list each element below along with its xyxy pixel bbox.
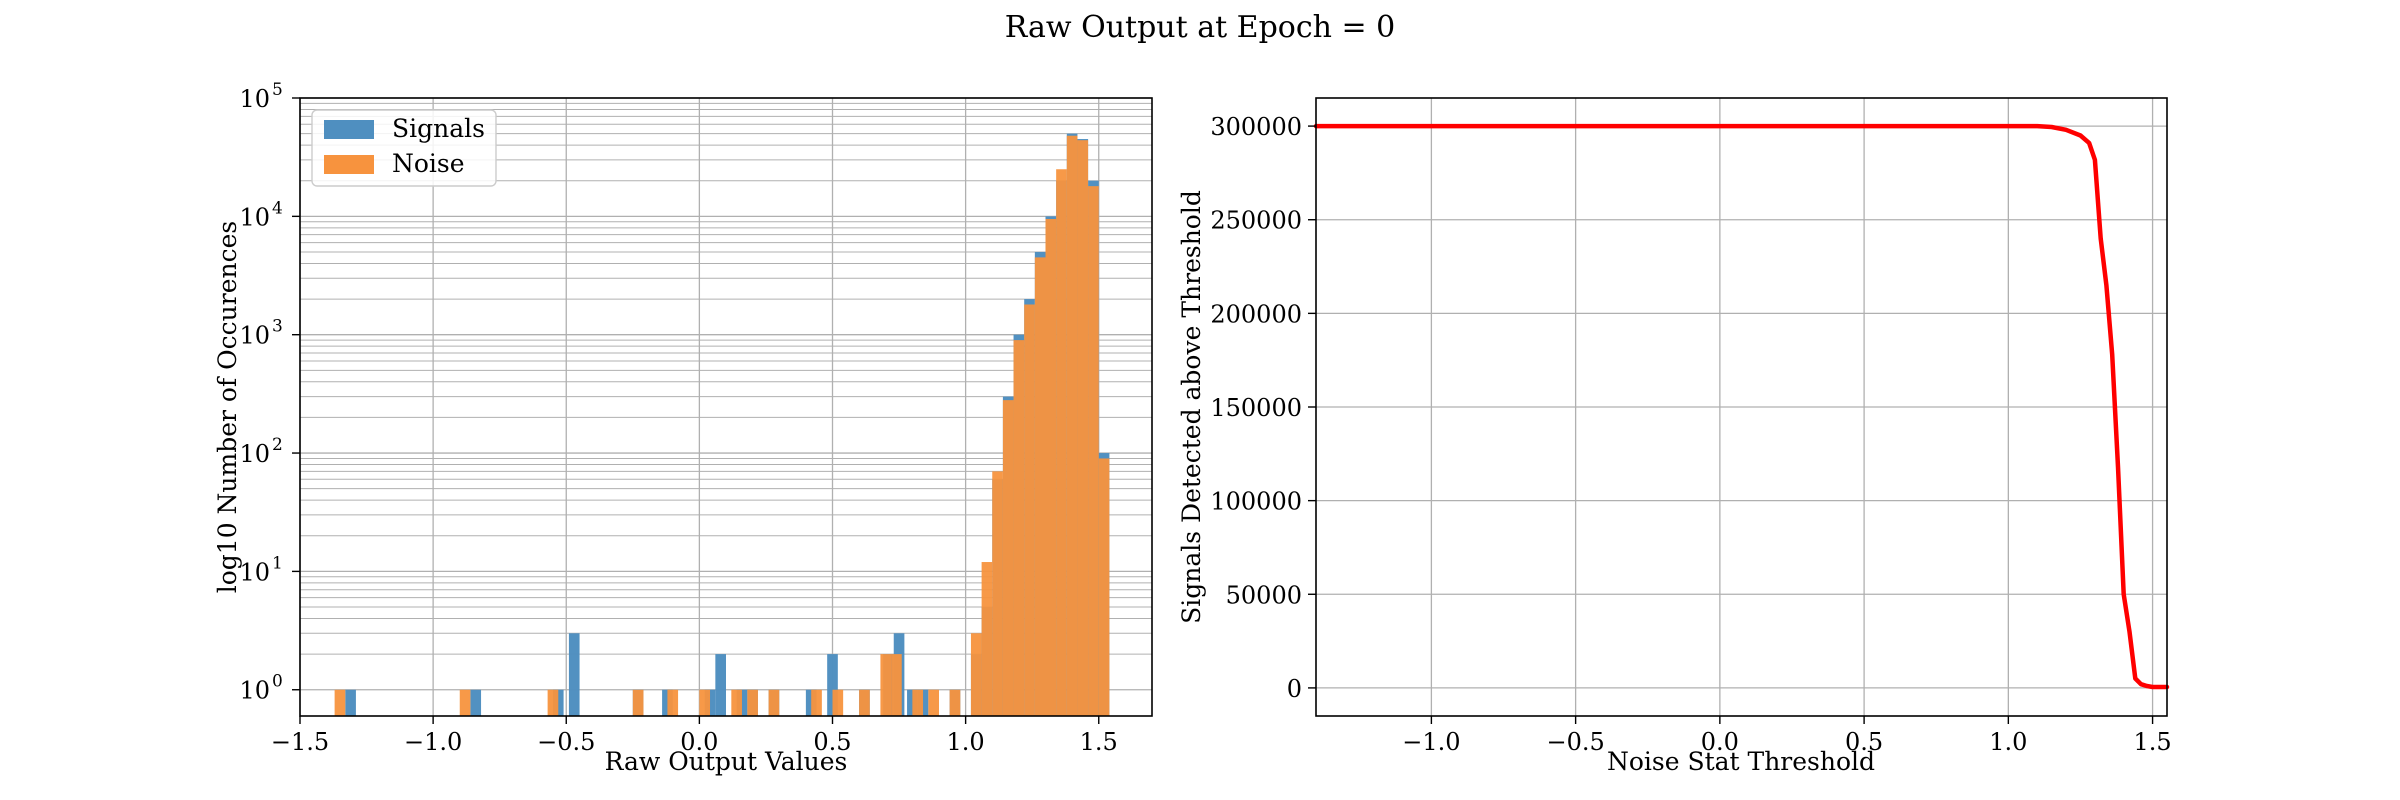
histogram-x-axis-label: Raw Output Values	[605, 747, 848, 776]
x-tick-label: 1.5	[1080, 728, 1118, 756]
y-tick-label: 10	[239, 203, 270, 231]
histogram-bar-noise	[1045, 218, 1057, 716]
y-tick-label: 10	[239, 440, 270, 468]
line-chart-x-axis-label: Noise Stat Threshold	[1607, 747, 1875, 776]
x-tick-label: 1.0	[947, 728, 985, 756]
histogram-bar-noise	[731, 689, 742, 716]
y-tick-exponent: 2	[272, 435, 283, 455]
line-chart-grid	[1316, 98, 2167, 716]
y-tick-label: 10	[239, 558, 270, 586]
y-tick-label: 150000	[1210, 394, 1302, 422]
x-tick-label: 0.5	[813, 728, 851, 756]
histogram-bar-noise	[1034, 257, 1046, 716]
y-tick-label: 300000	[1210, 113, 1302, 141]
x-tick-label: −1.0	[1402, 728, 1460, 756]
histogram-bar-noise	[632, 689, 644, 716]
histogram-bar-noise	[667, 689, 679, 716]
threshold-line-chart: −1.0 −0.5 0.0 0.5 1.0 1.5 0 50000 100000 150000 2…	[1177, 97, 2172, 776]
x-tick-label: 0.0	[680, 728, 718, 756]
y-tick-label: 50000	[1226, 581, 1302, 609]
legend-swatch-noise	[324, 155, 374, 174]
histogram-bar-noise	[1056, 169, 1067, 717]
y-tick-label: 100000	[1210, 488, 1302, 516]
histogram-x-ticks: −1.5 −1.0 −0.5 0.0 0.5 1.0 1.5	[271, 716, 1118, 756]
histogram-bar-noise	[981, 562, 993, 716]
histogram-bar-noise	[547, 689, 559, 716]
x-tick-label: 1.5	[2133, 728, 2171, 756]
y-tick-label: 250000	[1210, 207, 1302, 235]
line-chart-x-ticks: −1.0 −0.5 0.0 0.5 1.0 1.5	[1402, 716, 2172, 756]
y-tick-exponent: 1	[272, 553, 283, 573]
histogram-bar-noise	[459, 689, 471, 716]
line-chart-y-ticks: 0 50000 100000 150000 200000 250000 300000	[1210, 113, 1316, 703]
y-tick-exponent: 4	[272, 198, 283, 218]
histogram-bar-noise	[334, 689, 346, 716]
histogram-bar-noise	[1024, 304, 1035, 716]
histogram-bar-noise	[747, 689, 758, 716]
y-tick-label: 0	[1287, 675, 1302, 703]
y-tick-label: 10	[239, 677, 270, 705]
histogram-noise-series	[334, 135, 1110, 717]
figure-title: Raw Output at Epoch = 0	[1005, 10, 1396, 45]
histogram-bar-signals	[715, 654, 726, 716]
legend-label-signals: Signals	[392, 114, 485, 143]
y-tick-label: 10	[239, 322, 270, 350]
histogram-bar-signals	[345, 689, 356, 716]
histogram-bar-noise	[928, 689, 939, 716]
histogram-bar-signals	[827, 654, 838, 716]
histogram-bar-noise	[912, 689, 924, 716]
histogram-bar-noise	[1066, 135, 1078, 717]
histogram-frame	[299, 97, 1153, 717]
histogram-bar-noise	[699, 689, 711, 716]
histogram-bar-noise	[859, 689, 870, 716]
x-tick-label: −0.5	[537, 728, 595, 756]
histogram-bar-noise	[1098, 458, 1110, 716]
line-chart-y-axis-label: Signals Detected above Threshold	[1177, 190, 1206, 624]
histogram-bar-noise	[992, 471, 1003, 716]
line-series-signals-detected	[1313, 123, 2170, 690]
y-tick-label: 10	[239, 85, 270, 113]
histogram-bar-signals	[568, 633, 580, 716]
x-tick-label: −1.5	[271, 728, 329, 756]
x-tick-label: 1.0	[1989, 728, 2027, 756]
histogram-legend: Signals Noise	[311, 109, 497, 187]
y-tick-exponent: 0	[272, 672, 283, 692]
histogram-bar-noise	[768, 689, 780, 716]
x-tick-label: 0.0	[1701, 728, 1739, 756]
histogram-bar-noise	[1002, 400, 1014, 716]
x-tick-label: 0.5	[1845, 728, 1883, 756]
histogram-bar-noise	[1077, 140, 1089, 717]
histogram-y-axis-label: log10 Number of Occurences	[213, 221, 242, 594]
histogram-bar-noise	[949, 689, 961, 716]
y-tick-exponent: 5	[272, 80, 283, 100]
x-tick-label: −0.5	[1546, 728, 1604, 756]
legend-label-noise: Noise	[392, 149, 465, 178]
histogram-bar-noise	[970, 633, 982, 716]
histogram-bar-noise	[880, 654, 892, 716]
y-tick-label: 200000	[1210, 300, 1302, 328]
histogram-bar-noise	[1088, 186, 1099, 716]
histogram-bar-signals	[470, 689, 482, 716]
histogram-bar-noise	[832, 689, 844, 716]
legend-swatch-signals	[324, 120, 374, 139]
histogram-bar-noise	[1013, 340, 1025, 716]
histogram-bar-noise	[811, 689, 822, 716]
y-tick-exponent: 3	[272, 317, 283, 337]
x-tick-label: −1.0	[404, 728, 462, 756]
histogram-bar-noise	[891, 654, 902, 716]
